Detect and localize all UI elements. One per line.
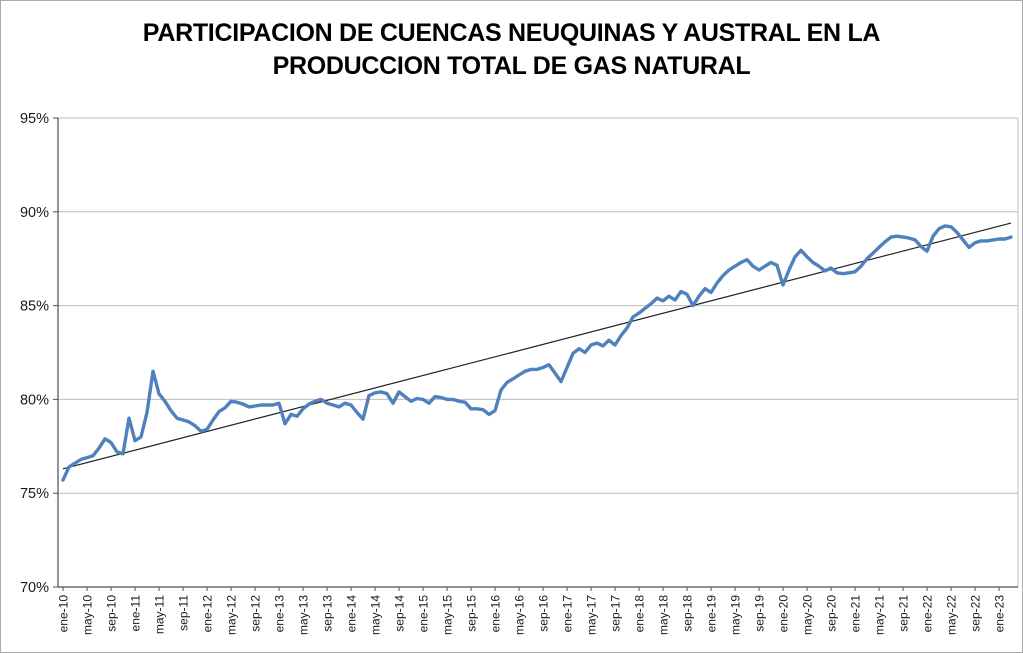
x-axis-label: ene-10 <box>57 595 71 633</box>
y-axis-label: 95% <box>20 111 49 127</box>
x-axis-label: may-21 <box>873 595 887 635</box>
x-axis-label: ene-18 <box>633 595 647 633</box>
x-axis-label: ene-22 <box>921 595 935 633</box>
x-axis-label: sep-10 <box>105 595 119 632</box>
chart-title: PARTICIPACION DE CUENCAS NEUQUINAS Y AUS… <box>1 17 1022 83</box>
x-axis-label: may-13 <box>297 595 311 635</box>
x-axis-label: may-12 <box>225 595 239 635</box>
x-axis-label: ene-16 <box>489 595 503 633</box>
series-line <box>61 224 1013 482</box>
x-axis-label: ene-13 <box>273 595 287 633</box>
x-axis-label: may-22 <box>945 595 959 635</box>
chart-title-line1: PARTICIPACION DE CUENCAS NEUQUINAS Y AUS… <box>142 19 881 47</box>
x-axis-label: sep-11 <box>177 595 191 631</box>
x-axis-label: sep-21 <box>897 595 911 632</box>
x-axis-label: sep-17 <box>609 595 623 632</box>
x-axis-label: sep-19 <box>753 595 767 632</box>
x-axis-label: may-20 <box>801 595 815 635</box>
x-axis-label: sep-13 <box>321 595 335 632</box>
x-axis-label: sep-22 <box>969 595 983 632</box>
trendline <box>62 222 1012 470</box>
x-axis-label: ene-11 <box>129 595 143 632</box>
x-axis-label: ene-23 <box>993 595 1007 633</box>
x-axis-label: ene-12 <box>201 595 215 633</box>
x-axis-label: sep-15 <box>465 595 479 632</box>
chart-title-line2: PRODUCCION TOTAL DE GAS NATURAL <box>272 52 751 80</box>
x-axis-label: ene-20 <box>777 595 791 633</box>
x-axis-label: ene-19 <box>705 595 719 633</box>
y-axis-label: 85% <box>20 299 49 315</box>
x-axis-label: may-18 <box>657 595 671 635</box>
y-axis-label: 70% <box>20 580 49 596</box>
x-axis-label: ene-14 <box>345 595 359 633</box>
y-axis-label: 90% <box>20 205 49 221</box>
x-axis-label: may-11 <box>153 595 167 634</box>
x-axis-label: may-14 <box>369 595 383 635</box>
x-axis-label: sep-18 <box>681 595 695 632</box>
x-axis-label: sep-12 <box>249 595 263 632</box>
x-axis-label: ene-21 <box>849 595 863 633</box>
x-axis-label: may-16 <box>513 595 527 635</box>
x-axis-label: sep-14 <box>393 595 407 632</box>
x-axis-label: sep-20 <box>825 595 839 632</box>
x-axis-label: may-15 <box>441 595 455 635</box>
x-axis-label: ene-17 <box>561 595 575 633</box>
y-axis-label: 80% <box>20 392 49 408</box>
x-axis-label: may-19 <box>729 595 743 635</box>
x-axis-label: may-17 <box>585 595 599 635</box>
x-axis-label: sep-16 <box>537 595 551 632</box>
x-axis-label: ene-15 <box>417 595 431 633</box>
x-axis-label: may-10 <box>81 595 95 635</box>
y-axis-label: 75% <box>20 486 49 502</box>
